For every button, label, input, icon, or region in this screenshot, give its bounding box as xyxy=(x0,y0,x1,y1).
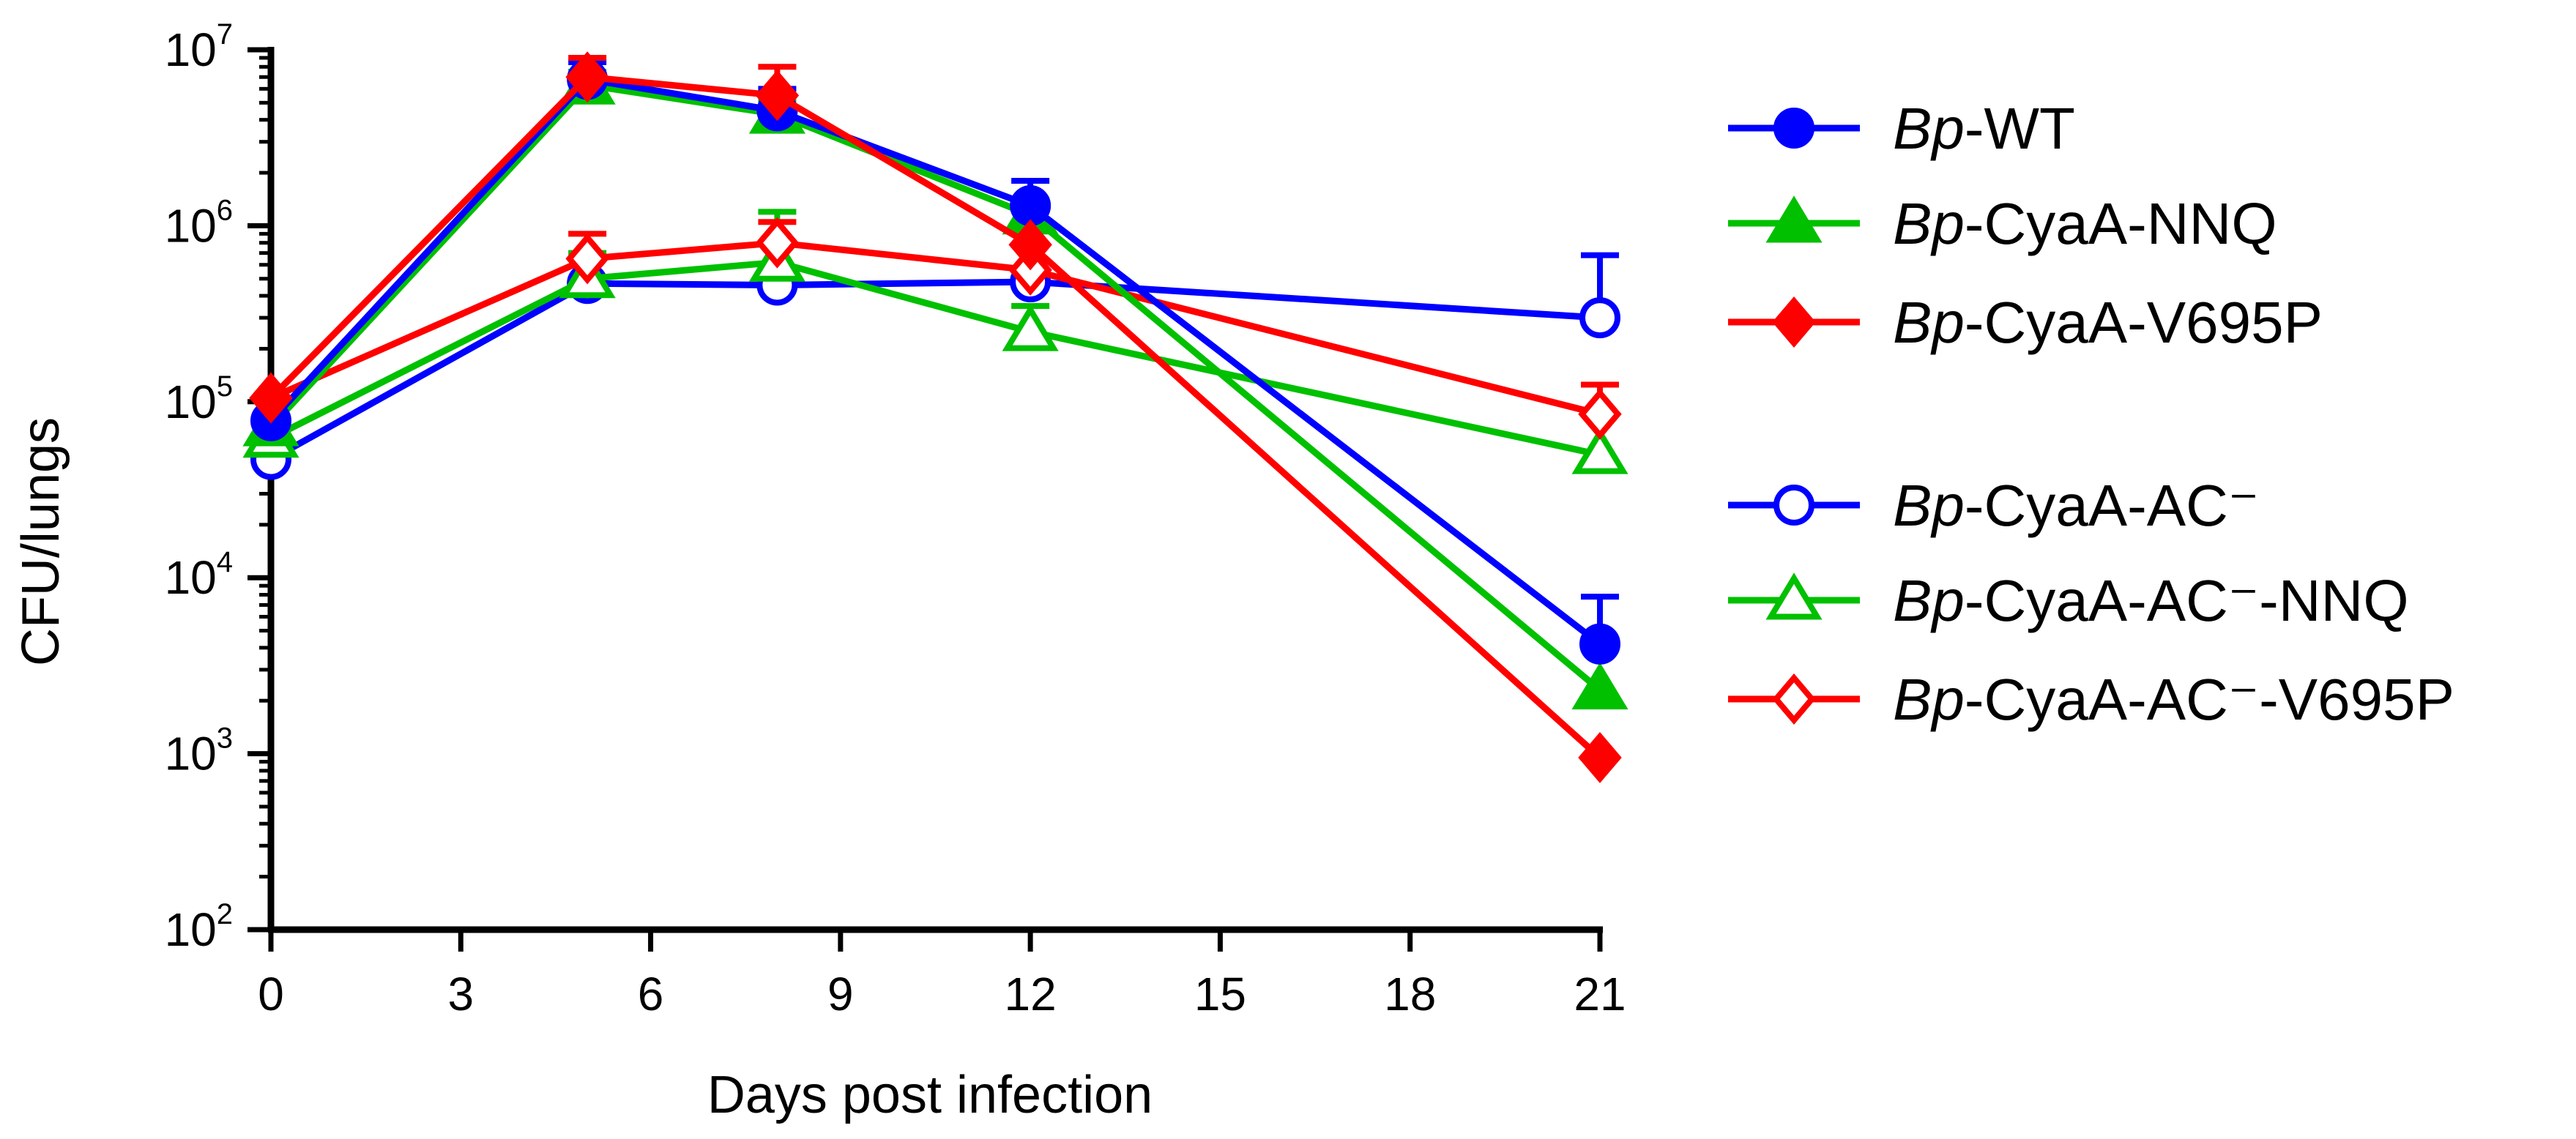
x-tick-label: 18 xyxy=(1384,968,1436,1020)
data-point xyxy=(1010,185,1051,227)
series-bp-cyaa-ac-v695p xyxy=(249,217,1622,440)
legend-marker xyxy=(1765,572,1823,620)
data-point xyxy=(565,51,609,103)
legend: Bp-WT Bp-CyaA-NNQ Bp-CyaA-V695P Bp-CyaA-AC⁻… xyxy=(1728,96,2454,732)
data-point xyxy=(755,217,800,269)
legend-marker xyxy=(1773,485,1814,526)
y-tick-label: 104 xyxy=(165,546,233,604)
series-line xyxy=(268,81,1602,693)
legend-item: Bp-CyaA-AC⁻-V695P xyxy=(1728,667,2454,732)
x-tick-label: 12 xyxy=(1005,968,1057,1020)
legend-label: Bp-CyaA-AC⁻-V695P xyxy=(1893,667,2454,732)
data-point xyxy=(1571,427,1628,474)
data-point xyxy=(1008,219,1052,271)
series-bp-cyaa-ac-nnq xyxy=(242,209,1628,474)
x-tick-label: 21 xyxy=(1574,968,1626,1020)
legend-marker xyxy=(1773,108,1814,149)
data-point xyxy=(1571,662,1628,710)
plot-area: 102 103 104 105 106 107 0 3 6 9 12 15 18 21 xyxy=(165,18,1628,1020)
legend-item: Bp-CyaA-AC⁻-NNQ xyxy=(1728,568,2409,633)
y-axis-title: CFU/lungs xyxy=(12,417,70,666)
y-tick-label: 105 xyxy=(165,370,233,428)
legend-label: Bp-CyaA-AC⁻ xyxy=(1893,473,2259,538)
series-line xyxy=(269,239,1601,418)
x-tick-label: 0 xyxy=(258,968,284,1020)
series-bp-cyaa-nnq xyxy=(242,57,1628,710)
data-point xyxy=(1002,304,1059,351)
x-axis-label: Days post infection xyxy=(707,1066,1153,1124)
x-tick-label: 3 xyxy=(447,968,474,1020)
data-point xyxy=(249,372,293,424)
legend-label: Bp-CyaA-NNQ xyxy=(1893,191,2277,256)
series-line xyxy=(269,258,1601,458)
data-point xyxy=(565,233,609,285)
data-point xyxy=(1578,731,1622,783)
series-bp-wt xyxy=(250,59,1620,665)
legend-label: Bp-CyaA-AC⁻-NNQ xyxy=(1893,568,2409,633)
data-point xyxy=(1579,297,1620,339)
legend-marker xyxy=(1772,673,1816,725)
y-tick-label: 107 xyxy=(165,18,233,76)
legend-label: Bp-CyaA-V695P xyxy=(1893,290,2323,355)
legend-label: Bp-WT xyxy=(1893,96,2075,161)
y-tick-label: 102 xyxy=(165,898,233,956)
data-point xyxy=(1578,388,1622,440)
legend-item: Bp-CyaA-NNQ xyxy=(1728,191,2277,256)
data-point xyxy=(755,70,800,122)
legend-item: Bp-WT xyxy=(1728,96,2075,161)
y-tick-label: 106 xyxy=(165,194,233,252)
data-point xyxy=(1579,623,1620,665)
legend-marker xyxy=(1772,296,1816,348)
x-tick-label: 15 xyxy=(1194,968,1246,1020)
y-axis-label: CFU/lungs xyxy=(12,417,70,666)
legend-item: Bp-CyaA-AC⁻ xyxy=(1728,473,2259,538)
series-bp-cyaa-v695p xyxy=(249,51,1622,783)
legend-item: Bp-CyaA-V695P xyxy=(1728,290,2323,355)
x-tick-label: 6 xyxy=(638,968,664,1020)
x-tick-label: 9 xyxy=(827,968,854,1020)
legend-marker xyxy=(1765,195,1823,243)
y-tick-label: 103 xyxy=(165,722,233,780)
